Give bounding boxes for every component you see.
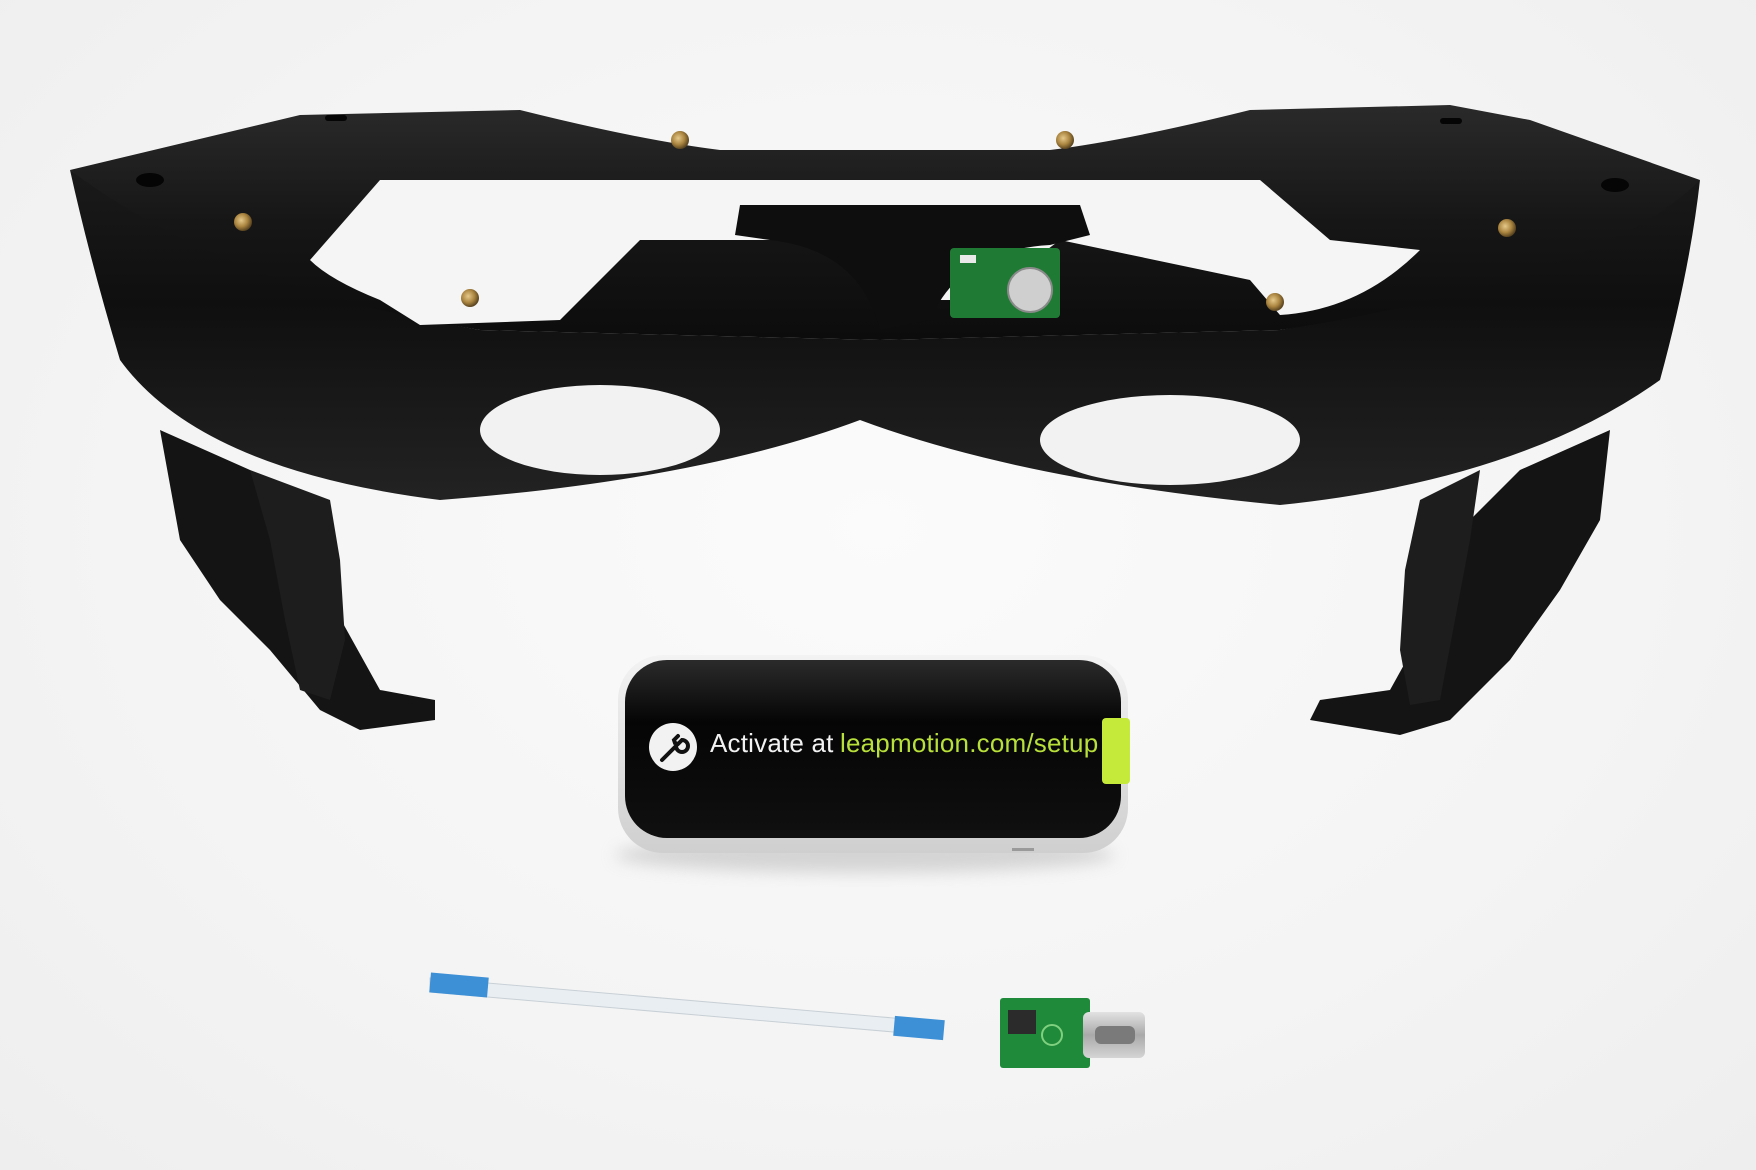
screw-slot bbox=[1440, 118, 1462, 124]
screw-slot bbox=[325, 115, 347, 121]
leap-motion-controller bbox=[615, 655, 1130, 873]
brass-insert bbox=[1498, 219, 1516, 237]
coin-cell bbox=[1008, 268, 1052, 312]
screw-slot bbox=[136, 173, 164, 187]
leap-green-tab bbox=[1102, 718, 1130, 784]
ribbon-cable bbox=[429, 973, 945, 1041]
usb-adapter-connector bbox=[1008, 1010, 1036, 1034]
screw-slot bbox=[1601, 178, 1629, 192]
usb-c-plug-opening bbox=[1095, 1026, 1135, 1044]
ribbon-cable-tab-left bbox=[429, 973, 489, 998]
headset-frame bbox=[70, 105, 1700, 735]
brass-insert bbox=[234, 213, 252, 231]
leap-status-light bbox=[1012, 848, 1034, 851]
leap-activate-label: Activate at bbox=[710, 728, 834, 759]
frame-left-lens-hole bbox=[480, 385, 720, 475]
brass-insert bbox=[461, 289, 479, 307]
wrench-icon bbox=[649, 723, 697, 771]
leap-setup-url: leapmotion.com/setup bbox=[840, 728, 1098, 759]
ribbon-cable-tab-right bbox=[893, 1016, 945, 1040]
usb-adapter-board bbox=[1000, 998, 1145, 1068]
brass-insert bbox=[1056, 131, 1074, 149]
pcb-component bbox=[960, 255, 976, 263]
frame-right-lens-hole bbox=[1040, 395, 1300, 485]
brass-insert bbox=[671, 131, 689, 149]
ribbon-cable-body bbox=[430, 978, 940, 1036]
brass-insert bbox=[1266, 293, 1284, 311]
